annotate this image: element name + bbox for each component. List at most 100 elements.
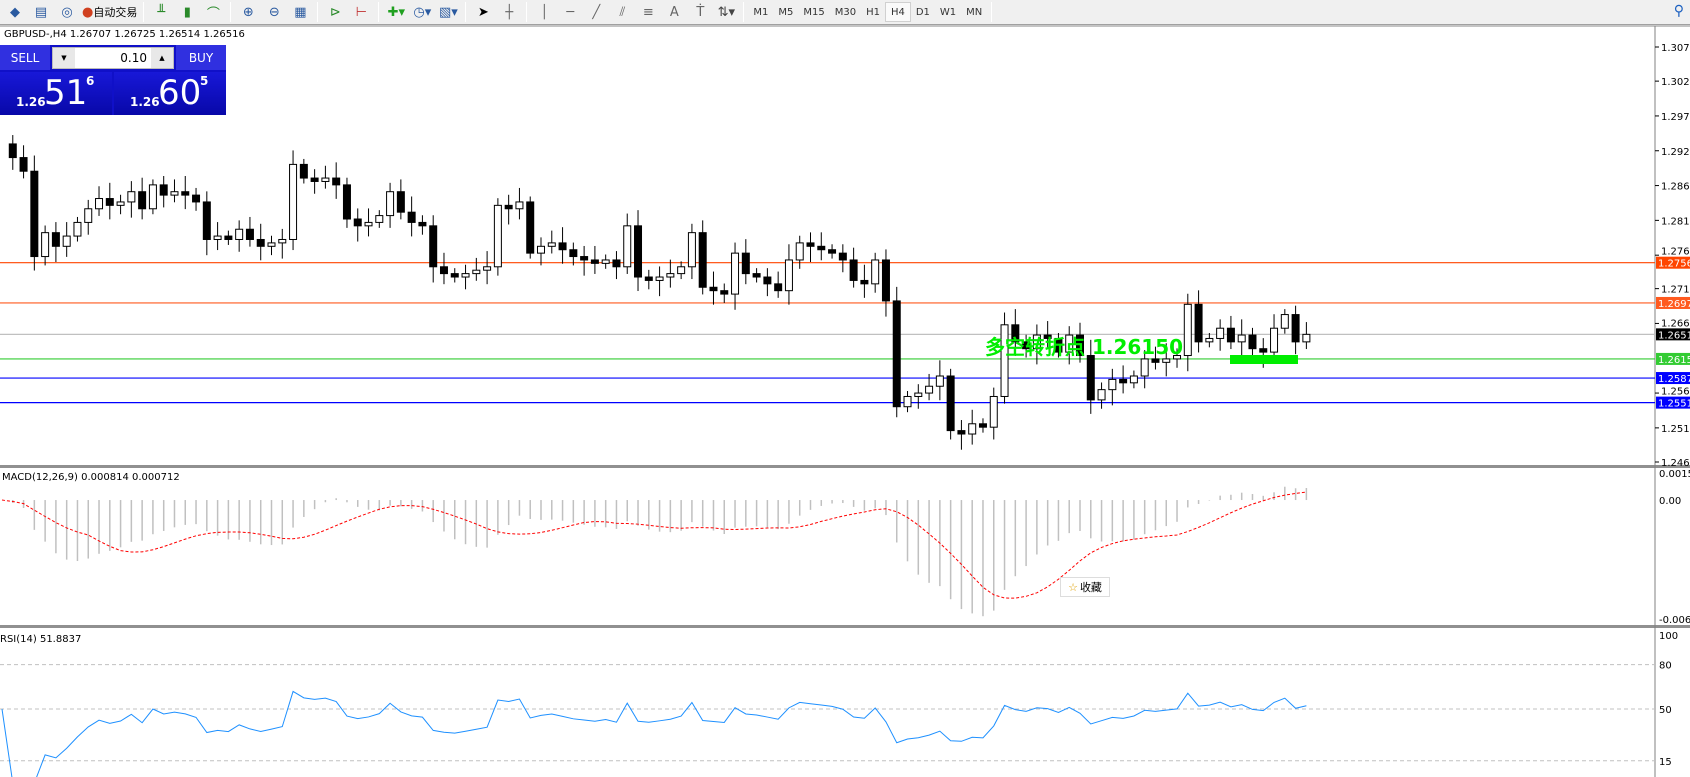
vertical-line-icon[interactable]: │ — [540, 4, 549, 20]
indicators-icon[interactable]: ✚▾ — [387, 4, 406, 20]
candle-bull — [903, 395, 912, 408]
candle-bear — [439, 266, 448, 275]
candle-bear — [590, 259, 599, 264]
candle-bull — [289, 163, 298, 240]
candle-bear — [957, 430, 966, 435]
candle-bear — [698, 232, 707, 288]
buy-price[interactable]: 1.26 60 5 — [114, 72, 226, 115]
candle-bear — [256, 238, 265, 247]
candle-bear — [245, 228, 254, 240]
line-chart-icon[interactable]: ⌒ — [206, 6, 220, 22]
candle-bull — [1065, 334, 1074, 353]
zoom-out-icon[interactable]: ⊖ — [268, 4, 280, 20]
candle-bear — [310, 177, 319, 182]
sell-price[interactable]: 1.26 51 6 — [0, 72, 112, 115]
price-tick-label: 1.2514 — [1661, 424, 1690, 435]
price-level-label: 1.2615 — [1658, 355, 1690, 366]
candlestick-icon[interactable]: ▮ — [183, 4, 191, 20]
candle-bear — [580, 256, 589, 261]
candle-bull — [461, 273, 470, 278]
candle-bear — [1151, 358, 1160, 363]
candle-bull — [1097, 389, 1106, 401]
separator — [526, 2, 528, 22]
timeframe-m1[interactable]: M1 — [753, 6, 769, 18]
candle-bear — [569, 249, 578, 258]
candle-bear — [418, 221, 427, 227]
signals-icon[interactable]: ◎ — [61, 4, 73, 20]
price-level-badge — [1656, 352, 1690, 365]
chart-shift-icon[interactable]: ⊳ — [329, 4, 341, 20]
tile-windows-icon[interactable]: ▦ — [294, 4, 307, 20]
zoom-in-icon[interactable]: ⊕ — [242, 4, 254, 20]
timeframe-mn[interactable]: MN — [966, 6, 983, 18]
candle-bear — [1291, 314, 1300, 343]
candle-bull — [1183, 303, 1192, 357]
auto-trade-icon: ● — [82, 4, 94, 20]
candle-bull — [84, 208, 93, 223]
price-level-badge — [1656, 372, 1690, 385]
candle-bear — [634, 225, 643, 278]
bar-chart-icon[interactable]: ╨ — [157, 4, 166, 20]
new-order-icon[interactable]: ◆ — [10, 4, 20, 20]
candle-bear — [817, 245, 826, 251]
price-level-badge — [1656, 396, 1690, 409]
bookmark-button[interactable]: ☆ 收藏 — [1060, 577, 1110, 597]
price-level-label: 1.2756 — [1658, 259, 1690, 270]
separator — [317, 2, 319, 22]
timeframe-m5[interactable]: M5 — [778, 6, 794, 18]
auto-trade-button[interactable]: ● 自动交易 — [82, 4, 138, 20]
candle-bear — [429, 225, 438, 268]
price-tick-label: 1.2818 — [1661, 216, 1690, 227]
trendline-icon[interactable]: ╱ — [592, 4, 601, 20]
crosshair-icon[interactable]: ┼ — [505, 4, 514, 20]
fibonacci-icon[interactable]: ≡ — [642, 4, 654, 20]
timeframe-d1[interactable]: D1 — [915, 6, 930, 18]
text-label-icon[interactable]: Ṫ — [696, 4, 705, 20]
candle-bull — [386, 191, 395, 217]
one-click-trading-panel: SELL ▼ 0.10 ▲ BUY 1.26 51 6 1.26 60 5 — [0, 45, 226, 115]
buy-button[interactable]: BUY — [176, 45, 226, 70]
timeframe-w1[interactable]: W1 — [939, 6, 957, 18]
candle-bear — [849, 259, 858, 281]
candle-bear — [407, 211, 416, 223]
timeframe-h4[interactable]: H4 — [884, 2, 911, 22]
candle-bear — [342, 184, 351, 220]
search-icon[interactable]: ⚲ — [1673, 3, 1684, 19]
timeframe-h1[interactable]: H1 — [866, 6, 880, 18]
timeframe-m30[interactable]: M30 — [834, 6, 857, 18]
increase-lot-button[interactable]: ▲ — [151, 48, 173, 68]
candle-bear — [1259, 348, 1268, 353]
candle-bear — [860, 279, 869, 285]
lot-size-stepper[interactable]: ▼ 0.10 ▲ — [52, 47, 174, 69]
arrows-icon[interactable]: ⇅▾ — [717, 4, 736, 20]
candle-bull — [472, 269, 481, 275]
candle-bear — [978, 423, 987, 428]
market-watch-icon[interactable]: ▤ — [34, 4, 48, 20]
candle-bull — [493, 204, 502, 268]
horizontal-line-icon[interactable]: ─ — [566, 4, 575, 20]
cursor-icon[interactable]: ➤ — [477, 4, 489, 20]
candle-bull — [677, 266, 686, 275]
candle-bull — [1205, 337, 1214, 343]
text-icon[interactable]: A — [669, 4, 679, 20]
candle-bear — [105, 198, 114, 206]
macd-signal-line — [1, 491, 1307, 599]
timeframe-m15[interactable]: M15 — [803, 6, 825, 18]
candle-bull — [267, 242, 276, 247]
equidistant-channel-icon[interactable]: ⫽ — [619, 4, 626, 20]
candle-bull — [784, 259, 793, 292]
candle-bear — [881, 259, 890, 302]
price-tick-label: 1.2920 — [1661, 147, 1690, 158]
templates-icon[interactable]: ▧▾ — [438, 4, 458, 20]
macd-axis-label: -0.0066 — [1659, 615, 1690, 626]
candle-bull — [731, 252, 740, 295]
candle-bull — [547, 242, 556, 247]
sell-button[interactable]: SELL — [0, 45, 50, 70]
decrease-lot-button[interactable]: ▼ — [53, 48, 75, 68]
lot-size-input[interactable]: 0.10 — [120, 51, 147, 65]
auto-scroll-icon[interactable]: ⊢ — [355, 4, 367, 20]
candle-bull — [375, 215, 384, 223]
periods-icon[interactable]: ◷▾ — [413, 4, 432, 20]
